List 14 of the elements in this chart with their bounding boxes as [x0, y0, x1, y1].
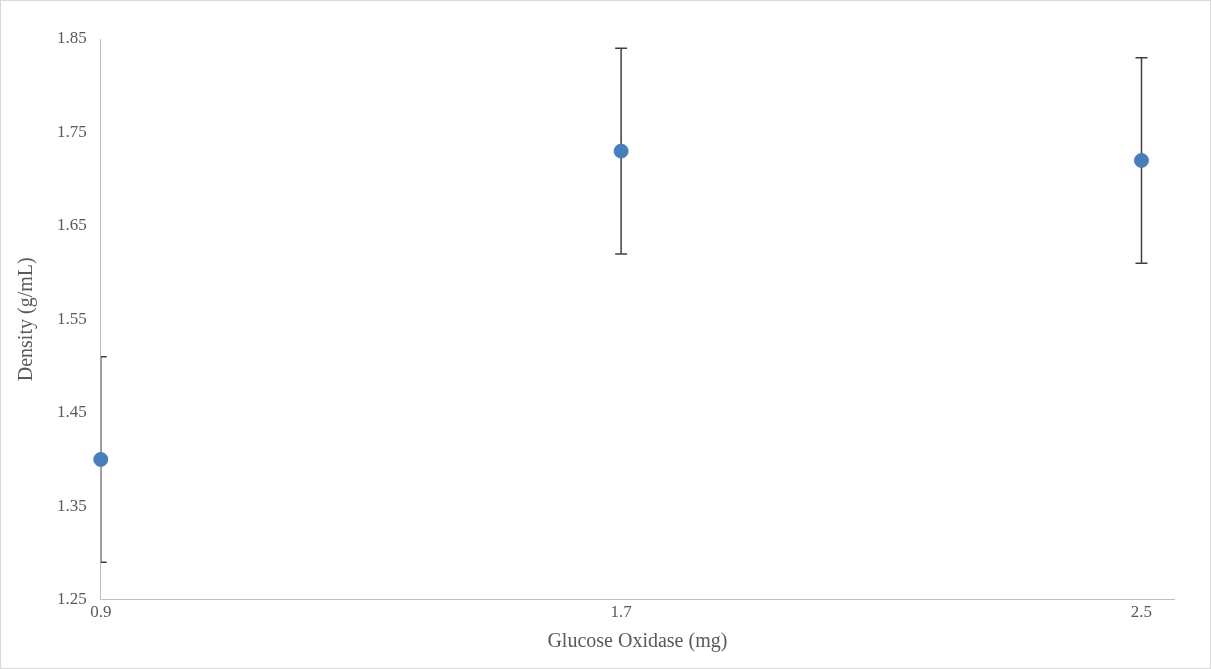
- y-tick-label: 1.65: [57, 215, 87, 235]
- x-tick-label: 2.5: [1130, 602, 1153, 622]
- x-tick-label: 0.9: [90, 602, 112, 622]
- point: [1133, 152, 1149, 168]
- y-tick-label: 1.75: [57, 121, 87, 141]
- y-axis-title: Density (g/mL): [14, 257, 38, 382]
- y-tick-label: 1.45: [57, 402, 87, 422]
- x-tick-label: 1.7: [610, 602, 633, 622]
- y-tick-label: 1.35: [57, 495, 87, 515]
- y-tick-label: 1.25: [57, 589, 87, 609]
- x-axis-title: Glucose Oxidase (mg): [547, 629, 728, 653]
- y-tick-label: 1.85: [57, 28, 87, 48]
- point: [613, 143, 629, 159]
- y-tick-label: 1.55: [57, 308, 87, 328]
